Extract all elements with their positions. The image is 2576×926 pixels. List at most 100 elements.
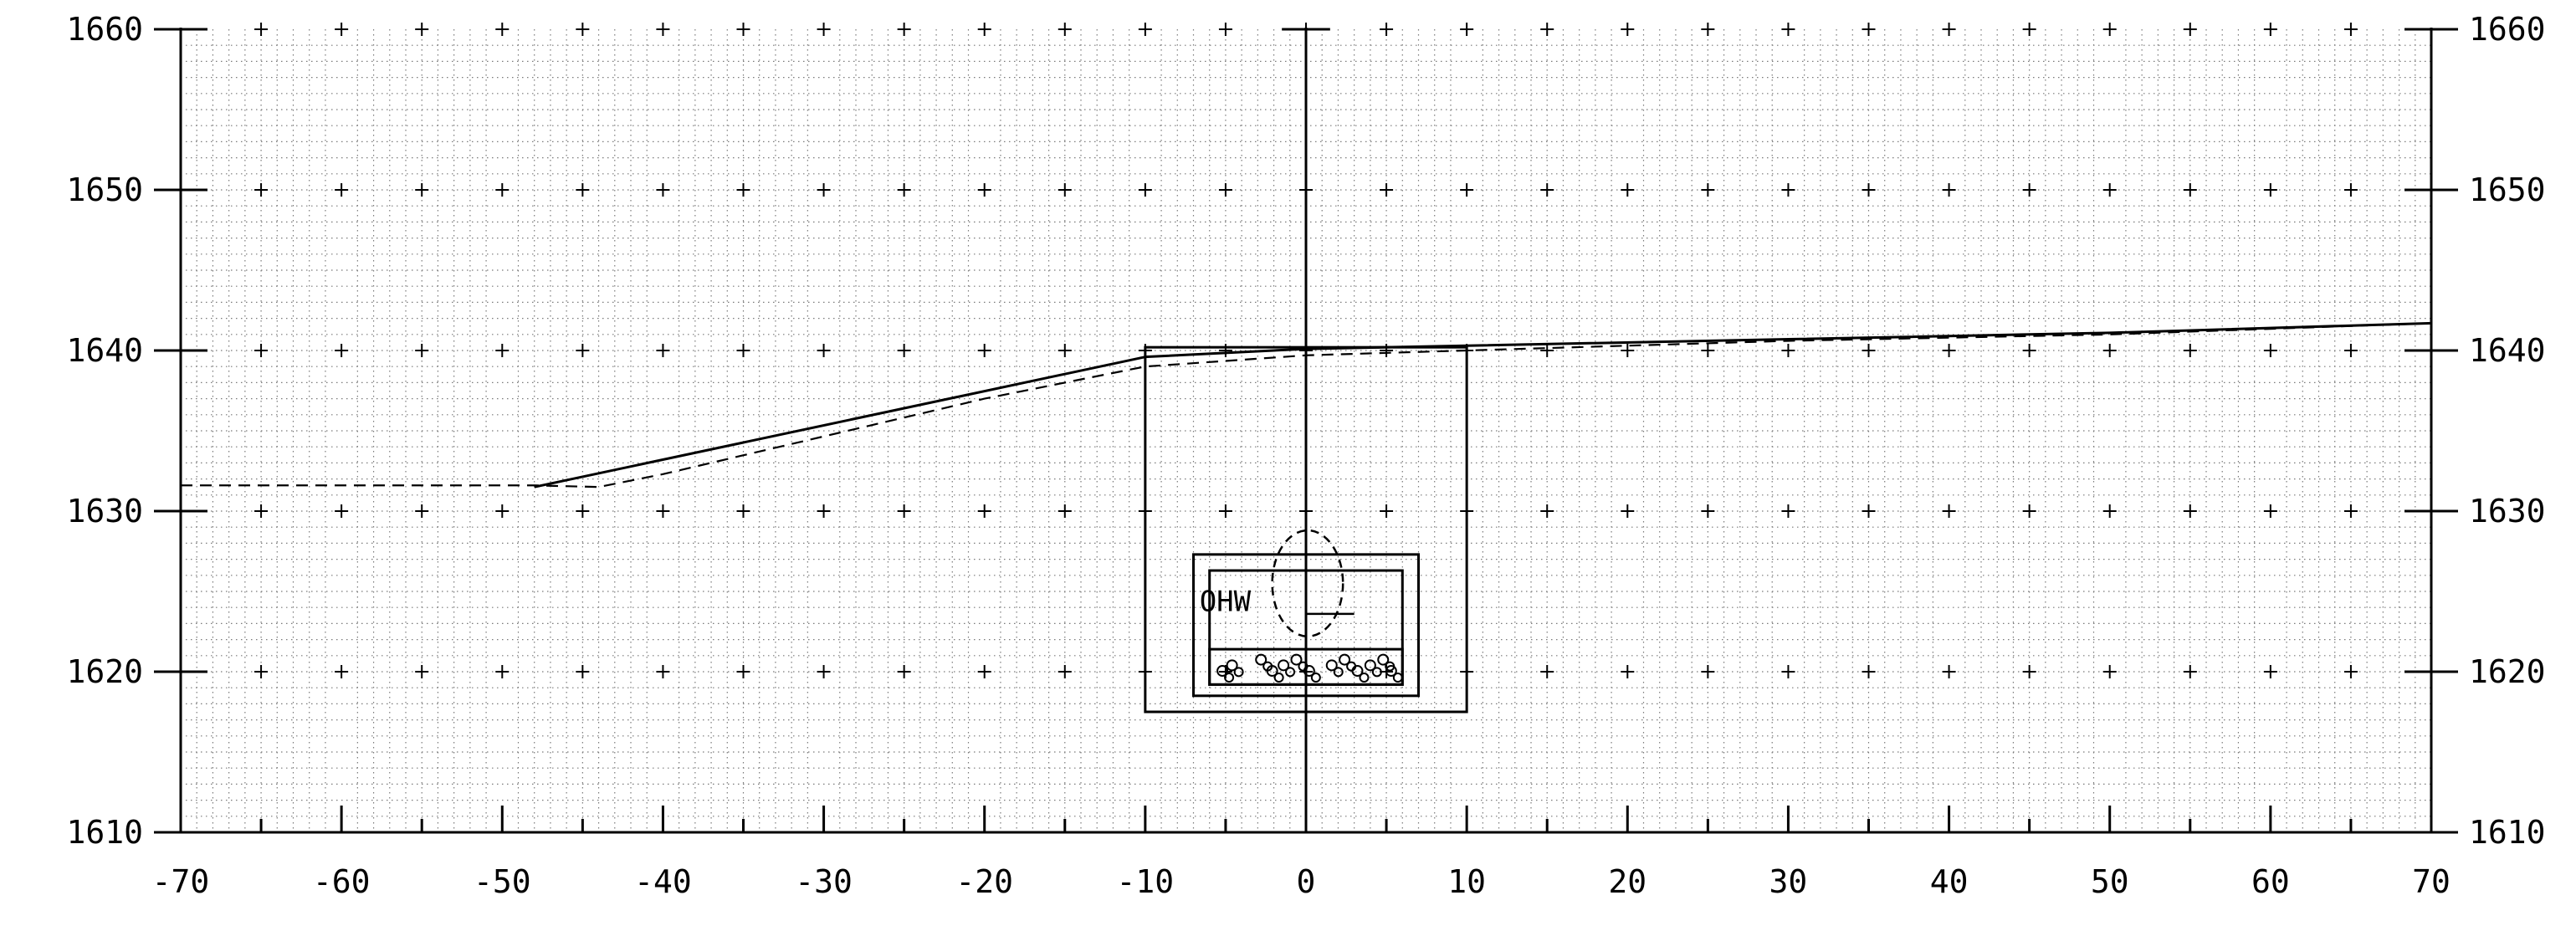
plus-marker <box>736 344 750 357</box>
plus-marker <box>576 183 590 197</box>
x-tick-label: -40 <box>634 863 692 900</box>
plus-marker <box>1058 665 1072 678</box>
plus-marker <box>2102 183 2117 197</box>
plus-marker <box>1701 665 1715 678</box>
plus-marker <box>335 183 349 197</box>
y-tick-label-right: 1650 <box>2469 171 2546 208</box>
plus-marker <box>576 665 590 678</box>
plus-marker <box>335 665 349 678</box>
plus-marker <box>817 344 831 357</box>
plus-marker <box>576 504 590 518</box>
plus-marker <box>1942 183 1956 197</box>
plus-marker <box>656 183 670 197</box>
plus-marker <box>2102 504 2117 518</box>
y-tick-label-right: 1640 <box>2469 332 2546 369</box>
plus-marker <box>2343 23 2358 36</box>
plus-marker <box>2343 504 2358 518</box>
proposed-ground-line <box>534 321 2432 489</box>
y-tick-label-right: 1660 <box>2469 11 2546 48</box>
stone-symbol <box>1351 665 1364 678</box>
plus-marker <box>1862 344 1876 357</box>
plus-marker <box>1781 504 1795 518</box>
plus-marker <box>1058 183 1072 197</box>
plus-marker <box>2102 665 2117 678</box>
x-tick-label: 60 <box>2251 863 2290 900</box>
x-tick-label: 70 <box>2412 863 2451 900</box>
plus-marker <box>1942 665 1956 678</box>
plus-marker <box>1540 344 1554 357</box>
plus-marker <box>1218 183 1232 197</box>
stone-symbol <box>1285 667 1296 678</box>
x-tick-label: -50 <box>474 863 531 900</box>
plus-marker <box>1862 504 1876 518</box>
plus-marker <box>335 344 349 357</box>
plus-marker <box>254 23 269 36</box>
plus-marker <box>415 23 429 36</box>
x-tick-label: 10 <box>1447 863 1486 900</box>
plus-marker <box>897 665 911 678</box>
plus-marker <box>415 344 429 357</box>
y-tick-label-right: 1610 <box>2469 814 2546 851</box>
stone-symbol <box>1377 653 1390 666</box>
plus-marker <box>1380 23 1394 36</box>
plus-marker <box>2022 665 2036 678</box>
plus-marker <box>897 504 911 518</box>
stone-symbol <box>1364 659 1376 672</box>
plus-marker <box>2022 344 2036 357</box>
plus-marker <box>495 665 510 678</box>
plus-marker <box>1621 344 1635 357</box>
plus-marker <box>1540 23 1554 36</box>
plus-marker <box>2263 665 2277 678</box>
plus-marker <box>977 665 991 678</box>
plus-marker <box>415 665 429 678</box>
plus-marker <box>2022 183 2036 197</box>
stone-symbol <box>1359 673 1370 683</box>
axes <box>154 28 2458 834</box>
stone-symbol <box>1371 667 1382 678</box>
plus-marker <box>736 23 750 36</box>
stone-symbol <box>1216 665 1229 678</box>
plus-marker <box>1701 183 1715 197</box>
section-features: OHW <box>1144 28 1468 832</box>
plus-marker <box>1942 23 1956 36</box>
plus-marker <box>1621 23 1635 36</box>
plus-marker <box>1781 183 1795 197</box>
plus-marker <box>1058 23 1072 36</box>
plus-marker <box>335 23 349 36</box>
plus-marker <box>2343 665 2358 678</box>
plus-marker <box>335 504 349 518</box>
plus-marker <box>2183 504 2197 518</box>
plus-marker <box>1781 665 1795 678</box>
plus-marker <box>2183 344 2197 357</box>
plus-marker <box>2263 183 2277 197</box>
x-tick-label: -70 <box>152 863 210 900</box>
plus-marker <box>1138 23 1152 36</box>
plus-marker <box>1218 23 1232 36</box>
x-tick-label: -20 <box>955 863 1013 900</box>
plus-marker <box>2102 344 2117 357</box>
plus-marker <box>817 665 831 678</box>
plus-marker <box>1138 183 1152 197</box>
plus-marker <box>2263 344 2277 357</box>
plus-marker <box>1862 23 1876 36</box>
plus-marker <box>254 504 269 518</box>
plus-marker <box>2183 183 2197 197</box>
stone-symbol <box>1325 659 1338 672</box>
annotation-label: OHW <box>1200 586 1252 619</box>
plus-marker <box>254 344 269 357</box>
plus-marker <box>977 344 991 357</box>
x-tick-label: 50 <box>2091 863 2129 900</box>
plus-marker <box>656 504 670 518</box>
stone-symbol <box>1290 653 1303 666</box>
plus-marker <box>817 23 831 36</box>
x-tick-label: 0 <box>1297 863 1316 900</box>
plus-marker <box>495 23 510 36</box>
plus-marker <box>736 504 750 518</box>
plus-marker <box>817 504 831 518</box>
y-tick-label-left: 1620 <box>66 653 143 690</box>
plus-marker <box>1701 504 1715 518</box>
plus-marker <box>1781 344 1795 357</box>
plus-marker <box>817 183 831 197</box>
y-tick-label-right: 1630 <box>2469 493 2546 530</box>
plus-marker <box>1058 504 1072 518</box>
